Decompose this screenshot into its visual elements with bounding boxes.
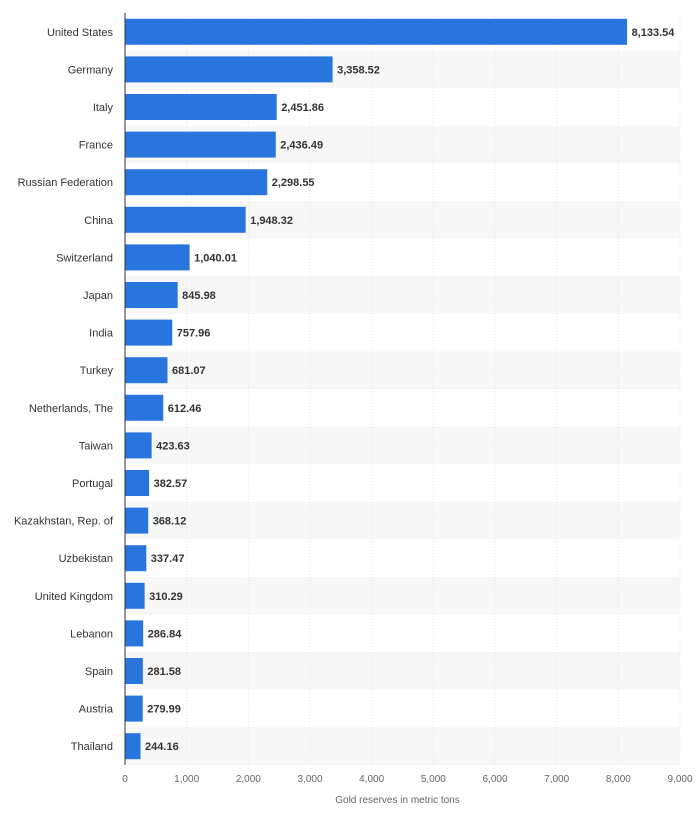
category-label: Italy	[93, 102, 114, 114]
bar	[125, 394, 164, 421]
value-label: 612.46	[168, 403, 202, 415]
x-tick-label: 9,000	[667, 774, 692, 785]
category-label: Switzerland	[56, 252, 113, 264]
bar	[125, 620, 144, 647]
value-label: 8,133.54	[632, 27, 676, 39]
bar	[125, 56, 333, 83]
bar	[125, 131, 276, 158]
x-tick-label: 6,000	[482, 774, 507, 785]
bar	[125, 169, 268, 196]
x-tick-label: 5,000	[421, 774, 446, 785]
row-stripe	[125, 727, 680, 765]
row-stripe	[125, 276, 680, 314]
value-label: 423.63	[156, 440, 190, 452]
bar	[125, 733, 141, 760]
category-label: Kazakhstan, Rep. of	[14, 516, 114, 528]
bar	[125, 695, 143, 722]
value-labels: 8,133.54 3,358.52 2,451.86 2,436.49 2,298.55…	[145, 27, 675, 753]
row-stripe	[125, 351, 680, 389]
value-label: 337.47	[151, 553, 185, 565]
value-label: 681.07	[172, 365, 206, 377]
value-label: 1,040.01	[194, 252, 237, 264]
category-labels: United States Germany Italy France Russian F…	[14, 27, 114, 753]
bar	[125, 357, 168, 384]
category-label: India	[89, 328, 114, 340]
value-label: 3,358.52	[337, 64, 380, 76]
bar	[125, 319, 173, 346]
category-label: United States	[47, 27, 114, 39]
bars	[125, 18, 628, 760]
category-label: Germany	[68, 64, 114, 76]
value-label: 2,451.86	[281, 102, 324, 114]
category-label: Thailand	[71, 741, 113, 753]
row-stripe	[125, 426, 680, 465]
category-label: Spain	[85, 666, 113, 678]
value-label: 757.96	[177, 328, 211, 340]
category-label: Turkey	[80, 365, 114, 377]
category-label: Taiwan	[79, 440, 113, 452]
category-label: United Kingdom	[35, 591, 113, 603]
value-label: 244.16	[145, 741, 179, 753]
value-label: 2,298.55	[272, 177, 315, 189]
value-label: 310.29	[149, 591, 183, 603]
bar	[125, 582, 145, 609]
category-label: China	[84, 215, 114, 227]
x-tick-label: 2,000	[236, 774, 261, 785]
x-tick-label: 7,000	[544, 774, 569, 785]
bar	[125, 282, 178, 308]
value-label: 382.57	[154, 478, 188, 490]
value-label: 368.12	[153, 516, 187, 528]
bar	[125, 244, 190, 271]
x-tick-label: 3,000	[297, 774, 322, 785]
row-stripe	[125, 501, 680, 540]
category-label: Portugal	[72, 478, 113, 490]
bar	[125, 507, 149, 534]
value-label: 286.84	[148, 628, 183, 640]
row-stripe	[125, 652, 680, 690]
category-label: Uzbekistan	[59, 553, 113, 565]
bar	[125, 470, 150, 496]
value-label: 845.98	[182, 290, 216, 302]
category-label: Netherlands, The	[29, 403, 113, 415]
value-label: 2,436.49	[280, 140, 323, 152]
bar	[125, 545, 147, 572]
value-label: 1,948.32	[250, 215, 293, 227]
row-stripe	[125, 577, 680, 615]
bar	[125, 18, 628, 45]
x-tick-label: 1,000	[174, 774, 199, 785]
category-label: France	[79, 140, 113, 152]
category-label: Japan	[83, 290, 113, 302]
x-axis-title: Gold reserves in metric tons	[335, 795, 460, 806]
category-label: Lebanon	[70, 628, 113, 640]
bar	[125, 432, 152, 459]
x-tick-label: 4,000	[359, 774, 384, 785]
x-tick-label: 8,000	[606, 774, 631, 785]
bar	[125, 206, 246, 233]
value-label: 281.58	[147, 666, 181, 678]
bar	[125, 658, 143, 684]
category-label: Russian Federation	[18, 177, 113, 189]
row-stripes	[125, 50, 680, 765]
x-tick-labels: 0 1,000 2,000 3,000 4,000 5,000 6,000 7,000 8,00…	[122, 774, 693, 785]
category-label: Austria	[79, 704, 114, 716]
x-tick-label: 0	[122, 774, 128, 785]
value-label: 279.99	[147, 704, 181, 716]
bar	[125, 94, 277, 120]
